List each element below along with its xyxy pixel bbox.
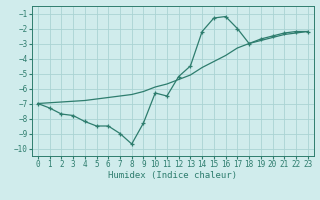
X-axis label: Humidex (Indice chaleur): Humidex (Indice chaleur) (108, 171, 237, 180)
